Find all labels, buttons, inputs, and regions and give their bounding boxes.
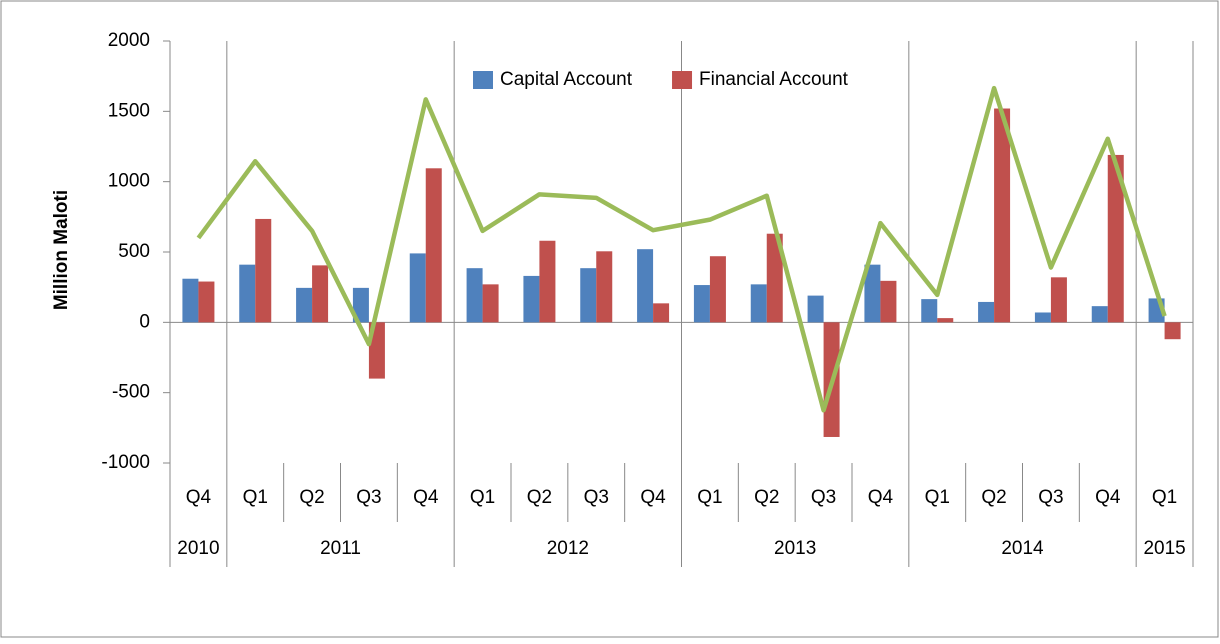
bar bbox=[482, 284, 499, 323]
y-tick-label: 1500 bbox=[108, 100, 150, 121]
bar bbox=[255, 218, 272, 323]
y-tick-label: 1000 bbox=[108, 171, 150, 192]
y-tick-label: -1000 bbox=[101, 452, 150, 473]
x-tick-label: Q1 bbox=[243, 487, 268, 508]
bar bbox=[994, 108, 1011, 323]
bar bbox=[352, 287, 369, 323]
bar bbox=[978, 301, 995, 323]
bar bbox=[864, 264, 881, 323]
bar bbox=[1034, 312, 1051, 323]
x-tick-label: Q1 bbox=[470, 487, 495, 508]
bar bbox=[937, 318, 954, 323]
y-tick-label: 0 bbox=[139, 311, 150, 332]
x-tick-label: Q3 bbox=[356, 487, 381, 508]
bar bbox=[466, 268, 483, 323]
bar bbox=[880, 280, 897, 323]
bar bbox=[709, 256, 726, 323]
bar bbox=[239, 264, 256, 323]
bar bbox=[182, 278, 199, 323]
group-label: 2010 bbox=[177, 538, 219, 559]
bar bbox=[1164, 322, 1181, 340]
bar bbox=[921, 299, 938, 323]
x-tick-label: Q3 bbox=[811, 487, 836, 508]
bar bbox=[312, 265, 329, 323]
bar bbox=[1107, 154, 1124, 323]
legend-swatch bbox=[672, 71, 693, 89]
group-label: 2011 bbox=[320, 538, 361, 559]
bar bbox=[637, 249, 654, 323]
y-axis-label: Million Maloti bbox=[51, 190, 72, 310]
x-tick-label: Q1 bbox=[697, 487, 722, 508]
line bbox=[196, 85, 1167, 413]
bar bbox=[596, 251, 613, 323]
group-label: 2012 bbox=[547, 538, 589, 559]
bar bbox=[653, 303, 670, 323]
bar bbox=[296, 287, 313, 323]
legend-label: Financial Account bbox=[699, 69, 849, 90]
bar bbox=[580, 268, 597, 323]
x-tick-label: Q2 bbox=[299, 487, 324, 508]
x-tick-label: Q2 bbox=[527, 487, 552, 508]
bar bbox=[425, 168, 442, 323]
bar bbox=[539, 240, 556, 323]
bar bbox=[766, 233, 783, 323]
bar bbox=[1050, 277, 1067, 323]
bar bbox=[807, 295, 824, 323]
x-tick-label: Q4 bbox=[640, 487, 666, 508]
x-tick-label: Q4 bbox=[413, 487, 439, 508]
x-tick-label: Q1 bbox=[925, 487, 950, 508]
x-tick-label: Q4 bbox=[868, 487, 894, 508]
x-tick-label: Q1 bbox=[1152, 487, 1177, 508]
x-tick-label: Q4 bbox=[1095, 487, 1121, 508]
group-label: 2013 bbox=[774, 538, 816, 559]
legend-swatch bbox=[473, 71, 493, 89]
x-tick-label: Q2 bbox=[981, 487, 1006, 508]
x-tick-label: Q2 bbox=[754, 487, 779, 508]
bar bbox=[693, 285, 710, 323]
bar bbox=[409, 253, 426, 323]
y-tick-label: 500 bbox=[118, 241, 150, 262]
x-tick-label: Q3 bbox=[1038, 487, 1063, 508]
y-tick-label: -500 bbox=[112, 382, 150, 403]
bar bbox=[198, 281, 215, 323]
bar bbox=[523, 275, 540, 323]
x-tick-label: Q4 bbox=[186, 487, 212, 508]
bar bbox=[750, 284, 767, 323]
bar bbox=[1091, 306, 1108, 323]
group-label: 2014 bbox=[1001, 538, 1044, 559]
y-tick-label: 2000 bbox=[108, 30, 150, 51]
x-tick-label: Q3 bbox=[584, 487, 609, 508]
legend-label: Capital Account bbox=[500, 69, 633, 90]
group-label: 2015 bbox=[1143, 538, 1185, 559]
